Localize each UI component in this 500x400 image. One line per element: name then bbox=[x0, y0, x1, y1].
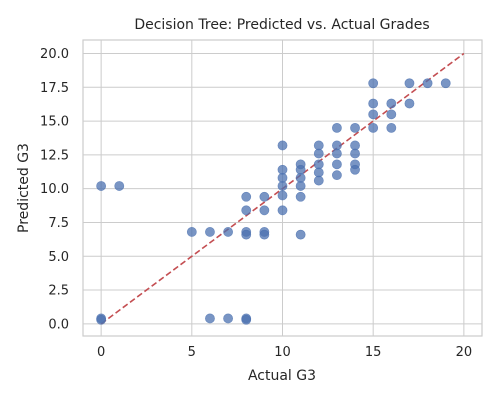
data-point bbox=[440, 78, 451, 89]
x-tick-labels: 0 5 10 15 20 bbox=[97, 345, 472, 360]
x-axis-label: Actual G3 bbox=[248, 368, 316, 384]
y-tick-label: 2.5 bbox=[48, 284, 69, 299]
data-point bbox=[241, 205, 252, 216]
plot-frame bbox=[82, 39, 483, 337]
data-point bbox=[295, 191, 306, 202]
plot-border bbox=[82, 39, 483, 337]
data-point bbox=[241, 191, 252, 202]
data-point bbox=[295, 229, 306, 240]
points-layer bbox=[96, 78, 451, 325]
data-point bbox=[313, 148, 324, 159]
data-point bbox=[295, 181, 306, 191]
data-point bbox=[277, 205, 288, 216]
data-point bbox=[368, 98, 379, 109]
data-point bbox=[332, 148, 342, 159]
y-tick-label: 20.0 bbox=[40, 47, 69, 62]
data-point bbox=[114, 181, 125, 191]
x-tick-label: 10 bbox=[274, 345, 291, 360]
x-tick-label: 0 bbox=[97, 345, 105, 360]
data-point bbox=[332, 170, 342, 181]
data-point bbox=[313, 175, 324, 186]
data-point bbox=[332, 159, 342, 170]
data-point bbox=[332, 122, 342, 133]
y-tick-label: 10.0 bbox=[40, 182, 69, 197]
y-tick-label: 5.0 bbox=[48, 250, 69, 265]
data-point bbox=[386, 109, 397, 120]
data-point bbox=[259, 191, 270, 202]
data-point bbox=[368, 78, 379, 89]
data-point bbox=[241, 229, 252, 240]
y-tick-label: 0.0 bbox=[48, 317, 69, 332]
data-point bbox=[241, 314, 252, 325]
x-tick-label: 20 bbox=[456, 345, 473, 360]
y-axis-label: Predicted G3 bbox=[16, 143, 32, 233]
data-point bbox=[186, 227, 197, 237]
y-tick-labels: 0.0 2.5 5.0 7.5 10.0 12.5 15.0 17.5 20.0 bbox=[40, 47, 69, 332]
data-point bbox=[277, 140, 288, 151]
data-point bbox=[96, 314, 107, 325]
data-point bbox=[277, 190, 288, 201]
data-point bbox=[386, 98, 397, 109]
data-point bbox=[404, 78, 415, 89]
data-point bbox=[205, 313, 215, 324]
grid-layer bbox=[83, 40, 482, 336]
data-point bbox=[259, 229, 270, 240]
x-tick-label: 15 bbox=[365, 345, 382, 360]
data-point bbox=[404, 98, 415, 109]
x-tick-label: 5 bbox=[188, 345, 196, 360]
data-point bbox=[223, 227, 233, 237]
chart-title: Decision Tree: Predicted vs. Actual Grad… bbox=[134, 17, 429, 33]
y-tick-label: 12.5 bbox=[40, 148, 69, 163]
data-point bbox=[386, 122, 397, 133]
y-tick-label: 15.0 bbox=[40, 115, 69, 130]
data-point bbox=[96, 181, 107, 191]
data-point bbox=[350, 122, 360, 133]
data-point bbox=[350, 148, 360, 159]
data-point bbox=[277, 181, 288, 191]
data-point bbox=[350, 164, 360, 175]
y-tick-label: 17.5 bbox=[40, 81, 69, 96]
data-point bbox=[368, 109, 379, 120]
data-point bbox=[368, 122, 379, 133]
data-point bbox=[205, 227, 215, 237]
y-tick-label: 7.5 bbox=[48, 216, 69, 231]
data-point bbox=[223, 313, 233, 324]
data-point bbox=[259, 205, 270, 216]
data-point bbox=[422, 78, 433, 89]
